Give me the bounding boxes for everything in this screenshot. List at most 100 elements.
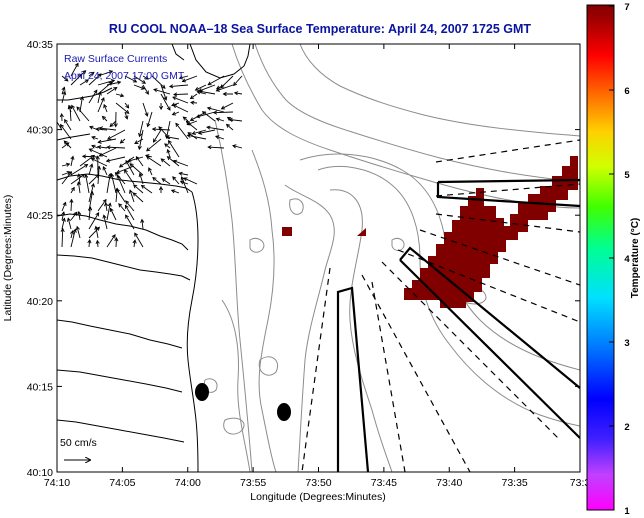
current-vector-head: [148, 167, 152, 172]
current-vector-head: [65, 162, 71, 167]
current-vector-head: [104, 201, 109, 207]
current-vector: [142, 102, 148, 117]
current-vector-head: [195, 114, 201, 119]
current-vector: [134, 138, 144, 144]
current-vector: [172, 111, 180, 116]
y-tick-label: 40:30: [27, 125, 53, 137]
current-vector-head: [88, 206, 93, 211]
current-vector: [175, 123, 189, 140]
current-vector: [99, 127, 117, 131]
current-vector-head: [140, 184, 146, 189]
current-vector-head: [70, 230, 75, 235]
current-vector: [103, 104, 108, 113]
current-vector-head: [110, 79, 116, 84]
map-background: [57, 44, 580, 472]
current-vector-head: [158, 105, 164, 111]
current-vector: [183, 116, 189, 122]
current-vector-head: [95, 212, 100, 217]
current-vector-head: [138, 172, 143, 178]
current-vector: [198, 129, 216, 134]
current-vector: [187, 120, 198, 125]
current-vector-head: [172, 176, 177, 181]
currents-label: Raw Surface Currents: [64, 53, 167, 65]
current-vector: [173, 93, 189, 96]
current-vector: [61, 75, 69, 82]
current-vector-head: [97, 91, 102, 96]
current-vector-head: [163, 96, 168, 101]
current-vector: [183, 177, 198, 185]
beam-middle: [399, 246, 580, 439]
current-vector: [187, 132, 198, 140]
current-vector-head: [91, 135, 96, 140]
current-vector: [190, 101, 198, 104]
current-vector: [88, 89, 98, 104]
scale-label: 50 cm/s: [60, 437, 97, 449]
current-vector: [70, 229, 76, 248]
current-vector-head: [66, 217, 71, 222]
current-vector-head: [232, 144, 237, 149]
current-vector: [141, 219, 144, 230]
current-vector-head: [108, 70, 114, 75]
current-vector: [115, 93, 124, 97]
current-vector: [64, 119, 72, 131]
current-vector-head: [152, 138, 157, 143]
current-vector-head: [151, 127, 157, 132]
current-vector: [61, 171, 72, 185]
current-vector: [117, 175, 126, 194]
current-vector: [88, 164, 93, 176]
current-vector-head: [189, 117, 195, 121]
current-vector-head: [124, 204, 129, 209]
current-vector: [88, 239, 91, 248]
current-vector-head: [181, 78, 187, 83]
current-vector-head: [70, 155, 75, 160]
current-vector-head: [82, 70, 87, 75]
current-vector-head: [124, 115, 129, 120]
current-vector-head: [129, 163, 134, 168]
current-vector-head: [232, 81, 238, 87]
current-vector-head: [96, 145, 102, 150]
current-vector: [172, 96, 189, 104]
current-vector-head: [144, 112, 149, 117]
current-vector: [107, 146, 126, 149]
current-vector-head: [172, 159, 178, 164]
current-vector-head: [68, 171, 73, 176]
current-vector-head: [84, 173, 89, 179]
current-vector-head: [95, 127, 100, 132]
current-vector: [202, 111, 216, 122]
current-vector-head: [80, 173, 86, 178]
current-vector: [207, 107, 225, 113]
current-vector: [70, 74, 83, 86]
current-vector-head: [189, 95, 195, 100]
current-vector: [70, 156, 74, 167]
current-vector: [106, 173, 111, 194]
current-vector-head: [125, 109, 130, 114]
current-vector: [116, 165, 135, 174]
current-vector-head: [94, 225, 99, 231]
current-vector-head: [71, 104, 75, 109]
x-tick-label: 73:50: [305, 477, 331, 489]
current-vector-head: [66, 171, 71, 175]
current-vector: [206, 126, 225, 131]
current-vector: [88, 207, 91, 221]
colorbar-tick-label: 1: [624, 506, 630, 517]
current-vector: [107, 129, 126, 140]
current-vector-head: [134, 140, 139, 144]
current-vector-head: [225, 123, 231, 128]
current-vector: [115, 172, 126, 185]
x-tick-label: 73:45: [371, 477, 397, 489]
current-vector: [111, 173, 117, 194]
current-vector: [216, 84, 234, 92]
current-vector: [106, 81, 121, 86]
sst-warm-patch: [282, 156, 578, 308]
current-vector: [115, 102, 130, 114]
current-vector: [82, 155, 99, 158]
current-vector-head: [172, 104, 177, 109]
current-vector: [116, 188, 126, 203]
current-vector: [142, 75, 149, 80]
current-vector-head: [101, 115, 106, 120]
current-vector: [67, 218, 72, 230]
current-vector: [70, 63, 79, 77]
current-vector-head: [125, 214, 129, 219]
current-vector-head: [233, 91, 239, 96]
